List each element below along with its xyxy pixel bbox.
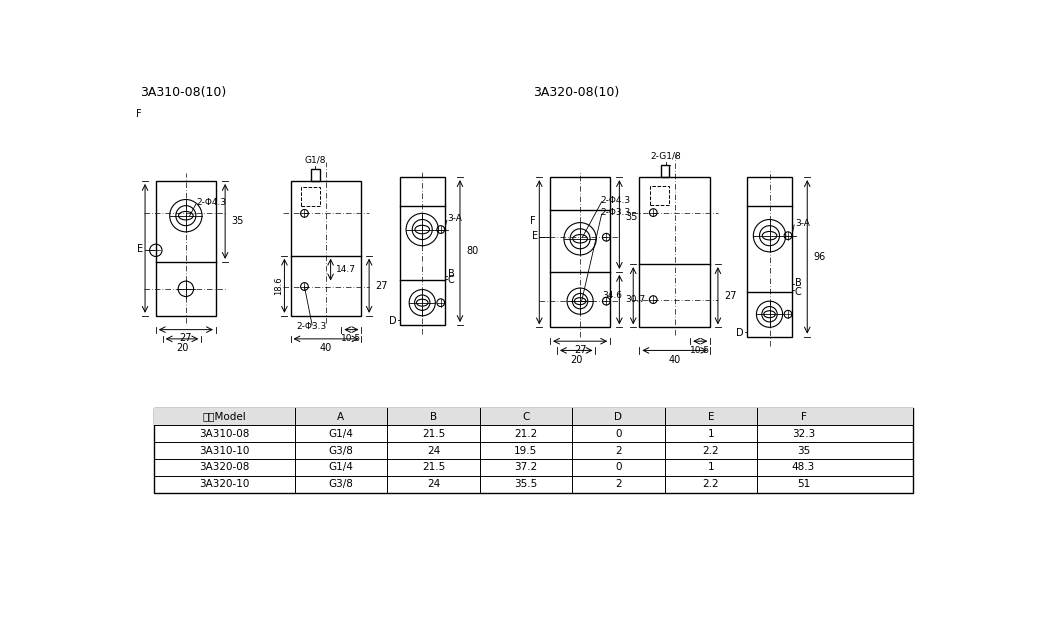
Text: 20: 20: [176, 343, 188, 353]
Text: E: E: [532, 231, 538, 240]
Text: 35.5: 35.5: [514, 480, 537, 490]
Text: 1: 1: [708, 462, 714, 472]
Text: 2-G1/8: 2-G1/8: [651, 151, 681, 160]
Text: 20: 20: [570, 355, 582, 365]
Bar: [311, 169, 320, 181]
Bar: [301, 187, 320, 206]
Text: 96: 96: [813, 252, 826, 262]
Text: G1/4: G1/4: [328, 429, 353, 439]
Text: 21.2: 21.2: [514, 429, 537, 439]
Text: 14.7: 14.7: [336, 265, 356, 274]
Text: 0: 0: [615, 462, 621, 472]
Text: 80: 80: [466, 246, 479, 256]
Bar: [400, 177, 445, 325]
Text: F: F: [136, 108, 142, 118]
Text: 2: 2: [615, 480, 621, 490]
Text: 18.6: 18.6: [274, 277, 283, 295]
Text: G3/8: G3/8: [328, 445, 353, 455]
Text: 3A310-10: 3A310-10: [199, 445, 250, 455]
Text: 40: 40: [668, 355, 681, 365]
Text: 34.6: 34.6: [603, 291, 623, 300]
Bar: [747, 177, 792, 336]
Text: C: C: [795, 287, 802, 297]
Text: B: B: [448, 269, 455, 279]
Text: 37.2: 37.2: [514, 462, 537, 472]
Text: 2.2: 2.2: [703, 445, 719, 455]
Text: 35: 35: [626, 212, 638, 222]
Text: F: F: [801, 412, 807, 422]
Text: 3A310-08: 3A310-08: [199, 429, 250, 439]
Text: 32.3: 32.3: [792, 429, 815, 439]
Text: D: D: [389, 316, 397, 326]
Text: 0: 0: [615, 429, 621, 439]
Text: 51: 51: [797, 480, 810, 490]
Text: D: D: [736, 328, 744, 338]
Text: 2.2: 2.2: [703, 480, 719, 490]
Text: 3A320-10: 3A320-10: [199, 480, 250, 490]
Text: 型号Model: 型号Model: [203, 412, 247, 422]
Text: 2: 2: [615, 445, 621, 455]
Bar: [156, 181, 215, 316]
Text: 2-Φ4.3: 2-Φ4.3: [196, 198, 226, 207]
Text: G3/8: G3/8: [328, 480, 353, 490]
Text: 3A310-08(10): 3A310-08(10): [141, 87, 227, 99]
Text: 27: 27: [574, 345, 586, 355]
Bar: [154, 408, 913, 425]
Text: F: F: [530, 216, 536, 226]
Text: 35: 35: [231, 216, 244, 226]
Text: E: E: [137, 244, 144, 254]
Text: B: B: [430, 412, 437, 422]
Text: G1/8: G1/8: [304, 155, 326, 164]
Bar: [651, 186, 668, 205]
Bar: [154, 408, 913, 493]
Text: 24: 24: [427, 445, 440, 455]
Text: 3-A: 3-A: [448, 214, 462, 223]
Text: 3A320-08: 3A320-08: [199, 462, 250, 472]
Text: 30.7: 30.7: [626, 295, 645, 304]
Text: C: C: [523, 412, 530, 422]
Text: 3-A: 3-A: [795, 219, 810, 228]
Text: 3A320-08(10): 3A320-08(10): [533, 87, 619, 99]
Text: 2-Φ3.3: 2-Φ3.3: [297, 322, 327, 331]
Text: 27: 27: [180, 333, 193, 343]
Text: G1/4: G1/4: [328, 462, 353, 472]
Bar: [661, 165, 669, 177]
Text: D: D: [614, 412, 623, 422]
Text: 10.5: 10.5: [341, 335, 361, 343]
Text: A: A: [337, 412, 345, 422]
Text: 27: 27: [375, 281, 388, 291]
Bar: [550, 177, 610, 327]
Text: E: E: [708, 412, 714, 422]
Bar: [639, 177, 710, 327]
Text: 1: 1: [708, 429, 714, 439]
Text: 10.5: 10.5: [690, 346, 710, 355]
Text: 2-Φ4.3: 2-Φ4.3: [600, 196, 630, 205]
Text: 48.3: 48.3: [792, 462, 815, 472]
Text: C: C: [448, 275, 455, 285]
Text: 35: 35: [797, 445, 810, 455]
Text: 21.5: 21.5: [422, 429, 445, 439]
Text: 27: 27: [725, 291, 737, 301]
Text: 40: 40: [320, 343, 332, 353]
Text: 2-Φ3.3: 2-Φ3.3: [600, 208, 631, 217]
Text: B: B: [795, 278, 802, 288]
Text: 24: 24: [427, 480, 440, 490]
Text: 21.5: 21.5: [422, 462, 445, 472]
Bar: [290, 181, 361, 316]
Text: 19.5: 19.5: [514, 445, 537, 455]
